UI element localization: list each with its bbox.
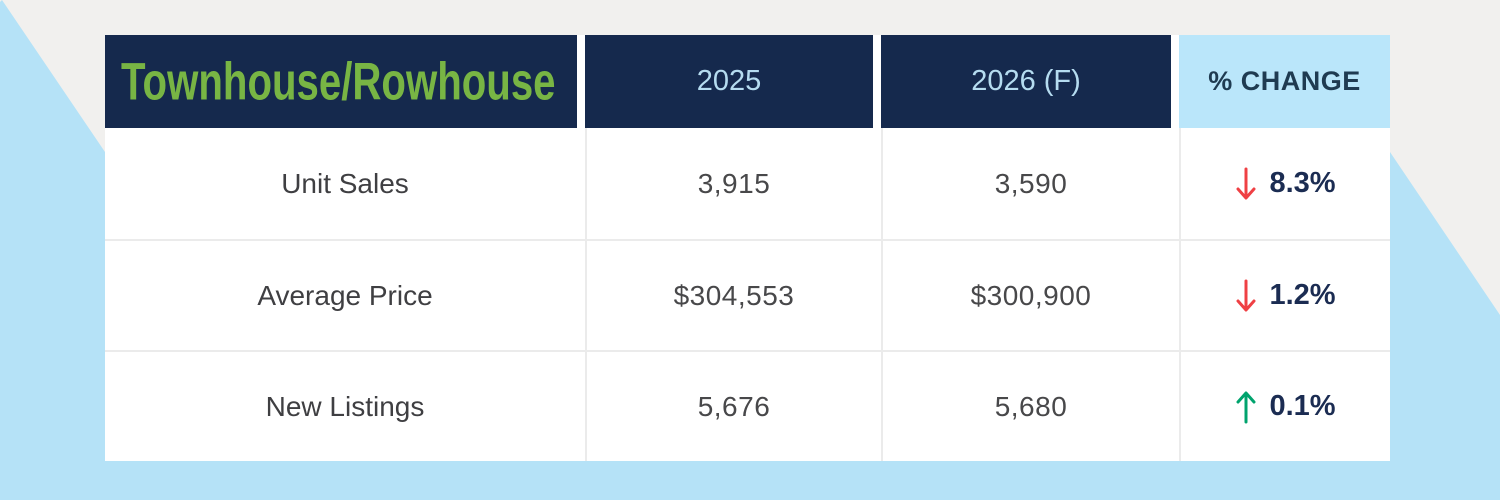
- table-row-unit-sales: Unit Sales 3,915 3,590 8.3%: [105, 128, 1390, 239]
- up-arrow-icon: [1236, 391, 1256, 423]
- row-label: Unit Sales: [281, 167, 409, 199]
- table-title-cell: Townhouse/Rowhouse: [105, 35, 585, 128]
- stats-table: Townhouse/Rowhouse 2025 2026 (F) % CHANG…: [105, 35, 1390, 461]
- percent-change-cell: 1.2%: [1179, 241, 1390, 350]
- percent-change-value: 1.2%: [1269, 279, 1336, 311]
- column-header-percent-change: % CHANGE: [1179, 35, 1390, 128]
- percent-change-cell: 0.1%: [1179, 352, 1390, 461]
- value-2026: $300,900: [881, 241, 1179, 350]
- row-label: Average Price: [257, 279, 433, 311]
- percent-change-value: 0.1%: [1269, 390, 1336, 422]
- column-header-2026f: 2026 (F): [881, 35, 1179, 128]
- percent-change-cell: 8.3%: [1179, 128, 1390, 239]
- down-arrow-icon: [1236, 279, 1256, 311]
- table-row-new-listings: New Listings 5,676 5,680 0.1%: [105, 350, 1390, 461]
- table-row-average-price: Average Price $304,553 $300,900 1.2%: [105, 239, 1390, 350]
- table-title: Townhouse/Rowhouse: [121, 52, 556, 111]
- value-2025: $304,553: [585, 241, 881, 350]
- down-arrow-icon: [1236, 167, 1256, 199]
- column-header-2025: 2025: [585, 35, 881, 128]
- value-2025: 5,676: [585, 352, 881, 461]
- row-label: New Listings: [265, 390, 425, 422]
- value-2025: 3,915: [585, 128, 881, 239]
- table-header-row: Townhouse/Rowhouse 2025 2026 (F) % CHANG…: [105, 35, 1390, 128]
- value-2026: 5,680: [881, 352, 1179, 461]
- percent-change-value: 8.3%: [1269, 167, 1336, 199]
- value-2026: 3,590: [881, 128, 1179, 239]
